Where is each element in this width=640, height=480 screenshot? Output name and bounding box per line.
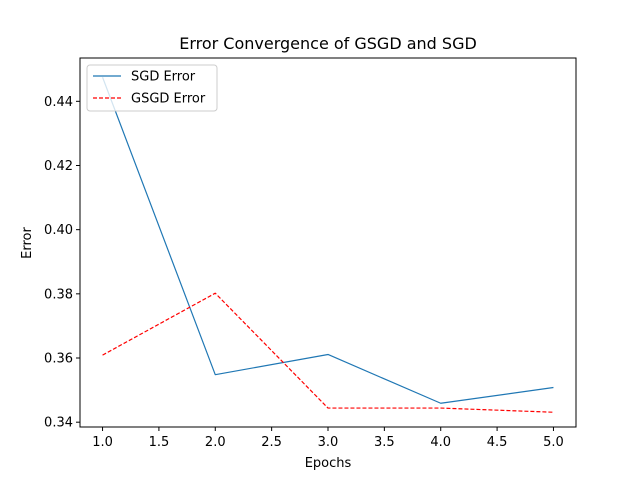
x-tick-label: 3.0: [318, 435, 339, 450]
x-axis-label: Epochs: [305, 456, 352, 471]
chart-title: Error Convergence of GSGD and SGD: [179, 34, 477, 53]
legend-entry: SGD Error: [131, 70, 196, 85]
y-tick-label: 0.36: [44, 352, 73, 367]
x-tick-label: 2.5: [261, 435, 282, 450]
x-tick-label: 4.0: [430, 435, 451, 450]
y-tick-label: 0.34: [44, 416, 73, 431]
x-tick-label: 5.0: [543, 435, 564, 450]
x-tick-label: 1.0: [92, 435, 113, 450]
y-tick-label: 0.38: [44, 287, 73, 302]
y-tick-label: 0.42: [44, 159, 73, 174]
x-axis-ticks: 1.0 1.5 2.0 2.5 3.0 3.5 4.0 4.5 5.0: [92, 427, 564, 450]
x-tick-label: 2.0: [205, 435, 226, 450]
y-axis-label: Error: [20, 227, 35, 259]
x-tick-label: 3.5: [374, 435, 395, 450]
legend-entry: GSGD Error: [131, 92, 206, 107]
y-tick-label: 0.44: [44, 95, 73, 110]
x-tick-label: 1.5: [149, 435, 170, 450]
y-axis-ticks: 0.34 0.36 0.38 0.40 0.42 0.44: [44, 95, 80, 431]
legend: SGD Error GSGD Error: [86, 64, 218, 112]
x-tick-label: 4.5: [487, 435, 508, 450]
y-tick-label: 0.40: [44, 223, 73, 238]
